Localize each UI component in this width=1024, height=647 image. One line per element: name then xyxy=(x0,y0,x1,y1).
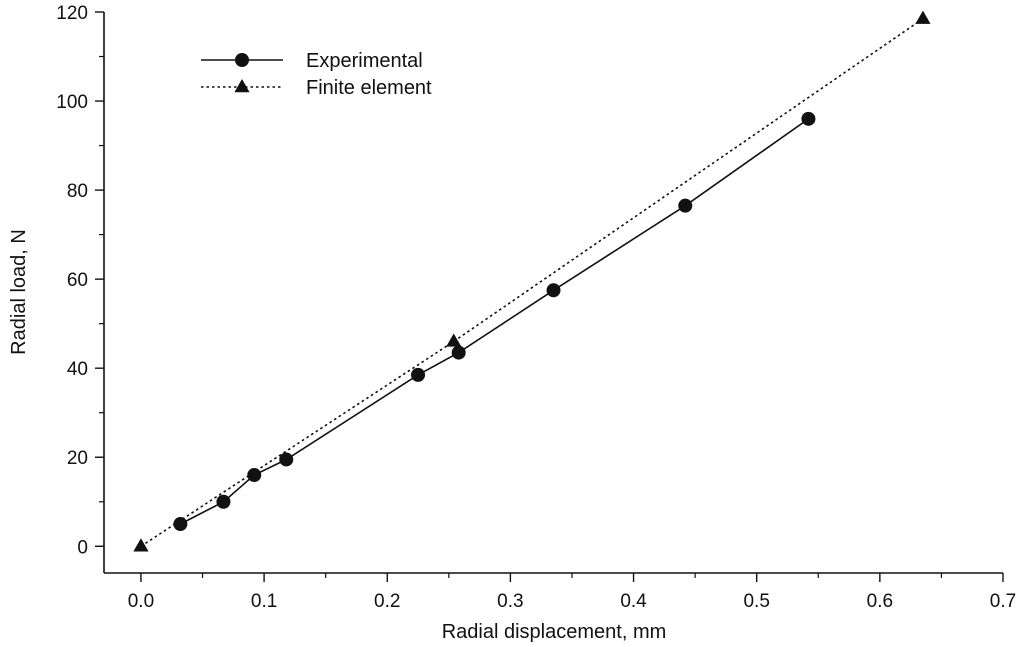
y-tick-label: 60 xyxy=(67,270,88,291)
y-tick-label: 80 xyxy=(67,181,88,202)
x-tick-label: 0.0 xyxy=(128,591,154,612)
x-tick-label: 0.3 xyxy=(497,591,523,612)
legend-triangle-marker xyxy=(234,79,249,92)
finite-element-point xyxy=(446,333,461,346)
x-tick-label: 0.1 xyxy=(251,591,277,612)
x-tick-label: 0.6 xyxy=(867,591,893,612)
y-tick-label: 100 xyxy=(56,92,88,113)
x-tick-label: 0.7 xyxy=(990,591,1016,612)
ticks: 0.0 0.1 0.2 0.3 0.4 0.5 0.6 0.7 0 20 40 60 80 100 120 xyxy=(56,3,1016,612)
legend: Experimental Finite element xyxy=(201,50,432,99)
finite-element-point xyxy=(915,11,930,24)
experimental-point xyxy=(411,368,425,382)
experimental-point xyxy=(247,468,261,482)
y-tick-label: 120 xyxy=(56,3,88,24)
y-axis-title: Radial load, N xyxy=(8,229,30,355)
experimental-point xyxy=(678,199,692,213)
legend-label: Finite element xyxy=(306,77,432,99)
experimental-point xyxy=(279,452,293,466)
x-tick-label: 0.5 xyxy=(743,591,769,612)
y-tick-label: 20 xyxy=(67,448,88,469)
experimental-point xyxy=(452,346,466,360)
experimental-point xyxy=(173,517,187,531)
finite-element-point xyxy=(133,538,148,551)
series-line-experimental xyxy=(180,119,808,524)
experimental-point xyxy=(547,283,561,297)
experimental-point xyxy=(801,112,815,126)
experimental-point xyxy=(216,495,230,509)
legend-circle-marker xyxy=(235,53,249,67)
legend-label: Experimental xyxy=(306,50,423,72)
data-markers xyxy=(133,11,930,552)
series-lines xyxy=(141,19,923,547)
y-tick-label: 0 xyxy=(77,537,88,558)
x-axis-title: Radial displacement, mm xyxy=(442,621,667,643)
x-tick-label: 0.2 xyxy=(374,591,400,612)
series-line-finite-element xyxy=(141,19,923,547)
y-tick-label: 40 xyxy=(67,359,88,380)
x-tick-label: 0.4 xyxy=(620,591,647,612)
